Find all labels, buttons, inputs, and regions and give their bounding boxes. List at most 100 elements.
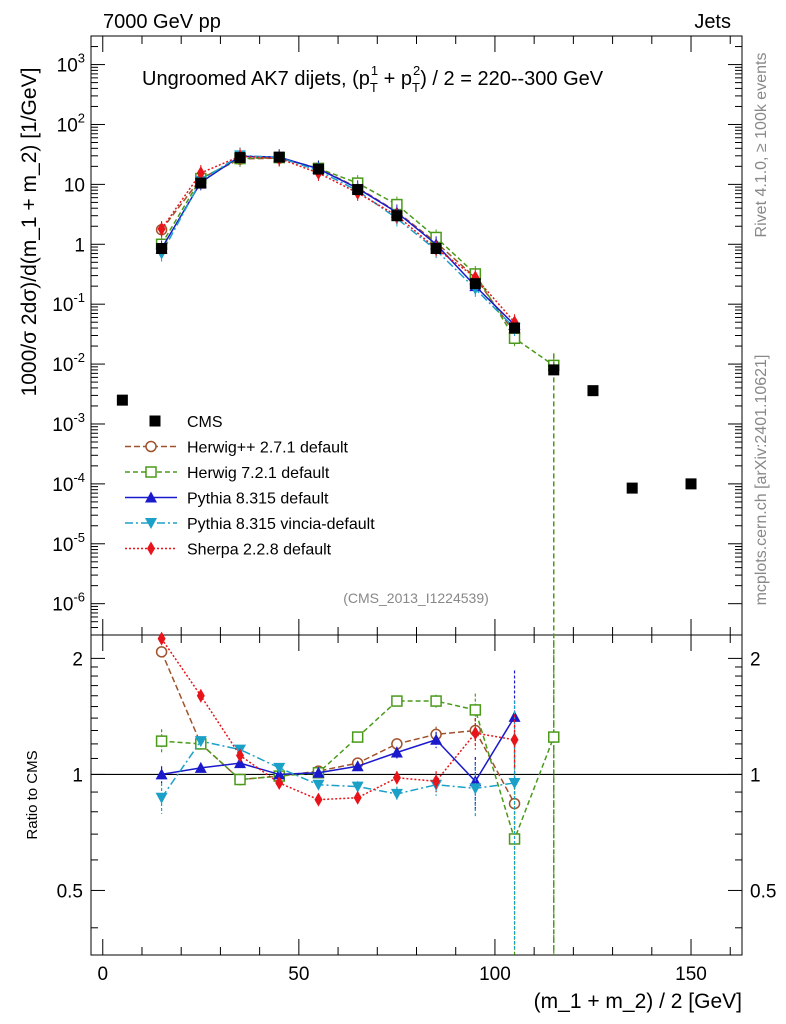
data-point <box>391 210 403 222</box>
ratio-point <box>510 732 519 747</box>
ratio-tick-label-right: 2 <box>750 649 761 670</box>
ratio-y-axis-title: Ratio to CMS <box>24 750 41 839</box>
ratio-point <box>155 735 168 747</box>
ratio-point <box>312 779 325 791</box>
legend-marker <box>145 518 157 529</box>
legend-label: Sherpa 2.2.8 default <box>187 542 332 559</box>
data-point <box>273 151 285 163</box>
y-tick-label: 10 <box>64 175 85 196</box>
ratio-point <box>430 695 442 707</box>
data-point <box>116 394 128 406</box>
data-point <box>587 385 599 397</box>
legend-label-cms: CMS <box>187 414 223 431</box>
y-tick-label: 10-3 <box>52 410 85 436</box>
ratio-point <box>392 770 401 785</box>
header-right: Jets <box>694 11 731 33</box>
ratio-point <box>196 688 205 703</box>
analysis-tag: (CMS_2013_I1224539) <box>343 590 489 606</box>
data-point <box>234 152 246 164</box>
y-tick-label: 102 <box>57 110 85 136</box>
series-point <box>157 221 166 236</box>
y-tick-label: 10-4 <box>52 470 85 496</box>
cms-data-points <box>116 151 697 494</box>
ratio-point <box>548 731 560 743</box>
legend-label: Herwig 7.2.1 default <box>187 465 330 482</box>
y-tick-label: 10-1 <box>52 290 85 316</box>
ratio-point <box>234 757 247 769</box>
ratio-tick-label: 0.5 <box>57 881 83 902</box>
series-line <box>160 155 516 323</box>
ratio-point <box>469 783 482 795</box>
legend: CMS Herwig++ 2.7.1 default Herwig 7.2.1 de… <box>125 414 375 559</box>
ratio-tick-label: 1 <box>72 765 83 786</box>
ratio-point <box>469 704 482 716</box>
ratio-point <box>236 748 245 763</box>
rivet-version-label: Rivet 4.1.0, ≥ 100k events <box>753 53 770 238</box>
ratio-point <box>351 760 364 772</box>
ratio-line <box>161 716 516 783</box>
x-tick-label: 0 <box>97 964 108 985</box>
ratio-point <box>391 695 403 707</box>
ratio-point <box>390 746 403 758</box>
ratio-point <box>314 792 323 807</box>
series-point <box>196 165 205 180</box>
ratio-tick-label: 2 <box>72 649 83 670</box>
ratio-line <box>160 651 516 804</box>
data-point <box>156 243 168 255</box>
header-left: 7000 GeV pp <box>103 11 221 33</box>
main-y-axis-title: 1000/σ 2dσ)/d(m_1 + m_2) [1/GeV] <box>18 68 41 397</box>
ratio-plot-frame <box>90 634 743 956</box>
series-line <box>160 155 516 326</box>
y-tick-label: 10-6 <box>52 590 85 616</box>
ratio-point <box>155 646 168 658</box>
legend-label: Pythia 8.315 default <box>187 491 329 508</box>
mcplots-label: mcplots.cern.ch [arXiv:2401.10621] <box>753 355 770 606</box>
legend-marker <box>145 491 157 503</box>
legend-label: Herwig++ 2.7.1 default <box>187 440 349 457</box>
y-tick-label: 10-2 <box>52 350 85 376</box>
ratio-point <box>234 773 246 786</box>
ratio-point <box>508 778 521 790</box>
legend-marker-cms <box>149 415 161 427</box>
data-point <box>685 478 697 490</box>
ratio-point <box>430 733 443 745</box>
series-line <box>160 157 516 334</box>
ratio-point <box>312 766 325 778</box>
x-tick-label: 150 <box>675 964 707 985</box>
ratio-point <box>353 790 362 805</box>
data-point <box>195 177 207 189</box>
ratio-line <box>160 740 515 799</box>
ratio-point <box>432 774 441 789</box>
ratio-point <box>273 762 286 774</box>
legend-marker <box>145 466 157 478</box>
main-y-axis: 10-6 10-5 10-4 10-3 10-2 10-1 1 10 102 103 <box>52 35 742 629</box>
ratio-point <box>471 726 480 741</box>
legend-marker <box>145 440 157 453</box>
y-tick-label: 10-5 <box>52 530 85 556</box>
x-tick-label: 100 <box>479 964 511 985</box>
data-point <box>626 482 638 494</box>
ratio-point <box>351 731 364 743</box>
ratio-point <box>194 761 207 773</box>
data-point <box>509 322 521 334</box>
x-tick-label: 50 <box>288 964 309 985</box>
legend-marker <box>147 541 155 556</box>
x-axis: 0 50 100 150 <box>97 36 731 985</box>
ratio-point <box>155 792 168 804</box>
ratio-tick-label-right: 0.5 <box>750 881 776 902</box>
y-tick-label: 1 <box>74 235 85 256</box>
data-point <box>469 278 481 290</box>
legend-label: Pythia 8.315 vincia-default <box>187 516 375 533</box>
ratio-line <box>160 638 515 801</box>
x-axis-title: (m_1 + m_2) / 2 [GeV] <box>534 990 742 1013</box>
ratio-point <box>157 631 166 646</box>
ratio-tick-label-right: 1 <box>750 765 761 786</box>
data-point <box>430 243 442 255</box>
data-point <box>312 163 324 175</box>
ratio-point <box>390 788 403 800</box>
ratio-series-group <box>155 631 560 955</box>
data-point <box>352 184 364 196</box>
y-tick-label: 103 <box>57 51 85 77</box>
ratio-point <box>155 768 168 780</box>
